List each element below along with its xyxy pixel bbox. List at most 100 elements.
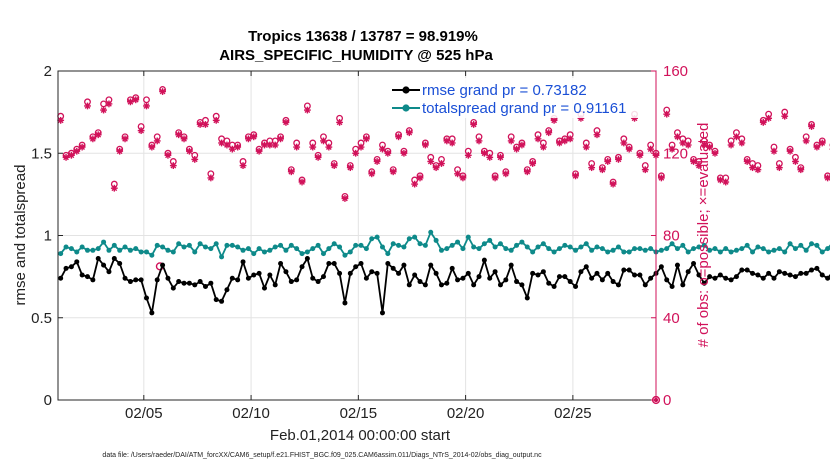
rmse-marker <box>401 262 407 268</box>
rmse-marker <box>181 280 187 286</box>
rmse-marker <box>610 279 616 285</box>
x-tick-label: 02/10 <box>232 405 270 422</box>
obs-evaluated-marker <box>668 145 676 153</box>
obs-evaluated-marker <box>421 141 429 149</box>
obs-evaluated-marker <box>143 102 150 110</box>
totalspread-marker <box>610 247 616 253</box>
obs-evaluated-marker <box>529 160 537 167</box>
obs-evaluated-marker <box>282 119 290 126</box>
totalspread-marker <box>256 246 262 252</box>
rmse-marker <box>481 257 487 263</box>
totalspread-marker <box>412 234 418 240</box>
obs-evaluated-marker <box>572 172 579 180</box>
obs-evaluated-marker <box>523 168 531 176</box>
rmse-marker <box>374 270 380 276</box>
totalspread-marker <box>235 244 241 250</box>
obs-evaluated-marker <box>255 147 263 155</box>
totalspread-marker <box>787 241 793 247</box>
obs-evaluated-marker <box>266 141 274 149</box>
rmse-marker <box>320 274 326 280</box>
obs-evaluated-marker <box>427 158 435 165</box>
totalspread-marker <box>304 249 310 255</box>
rmse-marker <box>337 270 343 276</box>
totalspread-marker <box>358 242 364 248</box>
obs-evaluated-marker <box>293 143 301 151</box>
rmse-marker <box>605 270 611 276</box>
obs-evaluated-marker <box>486 153 494 161</box>
totalspread-marker <box>658 247 664 253</box>
rmse-marker <box>390 265 396 271</box>
totalspread-marker <box>556 246 562 252</box>
rmse-marker <box>792 274 798 280</box>
rmse-marker <box>487 275 493 281</box>
rmse-marker <box>101 262 107 268</box>
rmse-marker <box>798 270 804 276</box>
rmse-marker <box>546 280 552 286</box>
rmse-marker <box>331 260 337 266</box>
obs-evaluated-marker <box>556 139 563 147</box>
totalspread-marker <box>766 249 772 255</box>
totalspread-marker <box>422 242 428 248</box>
rmse-marker <box>787 272 793 278</box>
obs-evaluated-marker <box>73 147 81 155</box>
obs-evaluated-marker <box>743 158 751 165</box>
totalspread-marker <box>776 246 782 252</box>
obs-evaluated-marker <box>287 168 295 176</box>
totalspread-marker <box>814 242 820 248</box>
rmse-marker <box>664 277 670 283</box>
rmse-marker <box>240 259 246 265</box>
rmse-marker <box>422 282 428 288</box>
totalspread-marker <box>707 247 713 253</box>
totalspread-marker <box>197 241 203 247</box>
obs-evaluated-marker <box>234 143 242 151</box>
obs-evaluated-marker <box>175 131 183 139</box>
rmse-marker <box>460 275 466 281</box>
rmse-marker <box>814 265 820 271</box>
rmse-marker <box>514 279 520 285</box>
totalspread-marker <box>299 251 305 257</box>
obs-evaluated-marker <box>502 170 510 178</box>
obs-evaluated-marker <box>711 149 719 157</box>
obs-evaluated-marker <box>470 121 478 128</box>
totalspread-marker <box>165 247 171 253</box>
rmse-marker <box>658 264 664 270</box>
totalspread-marker <box>605 249 611 255</box>
obs-evaluated-marker <box>620 139 628 147</box>
totalspread-marker <box>481 241 487 247</box>
obs-evaluated-marker <box>475 137 483 145</box>
totalspread-marker <box>476 246 482 252</box>
obs-evaluated-marker <box>647 145 655 153</box>
totalspread-marker <box>101 239 107 245</box>
totalspread-marker <box>696 244 702 250</box>
obs-evaluated-marker <box>727 141 735 149</box>
obs-evaluated-marker <box>609 180 617 188</box>
ticks: 02/05 02/10 02/15 02/20 02/25 0 0.5 1 1.5 2 0 40 80 1… <box>31 63 688 422</box>
obs-evaluated-marker <box>432 164 440 172</box>
rmse-marker <box>642 282 648 288</box>
obs-evaluated-marker <box>159 88 166 95</box>
rmse-marker <box>760 275 766 281</box>
rmse-marker <box>90 277 96 283</box>
totalspread-marker <box>369 236 375 242</box>
obs-evaluated-marker <box>68 151 75 159</box>
rmse-marker <box>707 274 713 280</box>
chart-subtitle: AIRS_SPECIFIC_HUMIDITY @ 525 hPa <box>219 47 493 64</box>
totalspread-marker <box>326 246 332 252</box>
obs-evaluated-marker <box>357 143 365 151</box>
rmse-marker <box>417 279 423 285</box>
obs-evaluated-marker <box>164 151 172 159</box>
obs-evaluated-marker <box>277 135 284 143</box>
obs-evaluated-marker <box>212 116 220 124</box>
totalspread-marker <box>267 247 273 253</box>
totalspread-marker <box>160 244 166 250</box>
obs-evaluated-marker <box>598 166 606 174</box>
totalspread-marker <box>632 246 638 252</box>
totalspread-marker <box>240 247 246 253</box>
y-tick-label-right: 80 <box>663 228 680 245</box>
data-file-footnote: data file: /Users/raeder/DAI/ATM_forcXX/… <box>102 452 542 459</box>
obs-evaluated-marker <box>663 110 671 118</box>
totalspread-marker <box>825 246 830 252</box>
totalspread-marker <box>642 247 648 253</box>
totalspread-marker <box>739 246 745 252</box>
